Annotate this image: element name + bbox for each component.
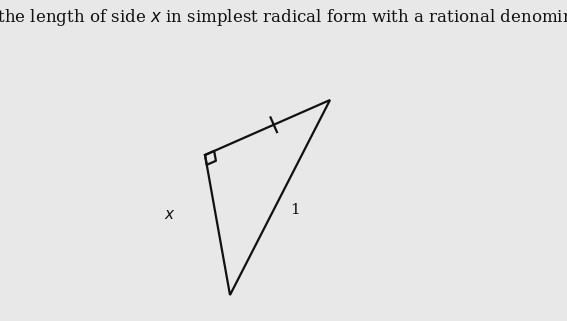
Text: Find the length of side $x$ in simplest radical form with a rational denominator: Find the length of side $x$ in simplest …: [0, 7, 567, 29]
Text: 1: 1: [290, 203, 300, 217]
Text: $x$: $x$: [164, 208, 176, 222]
